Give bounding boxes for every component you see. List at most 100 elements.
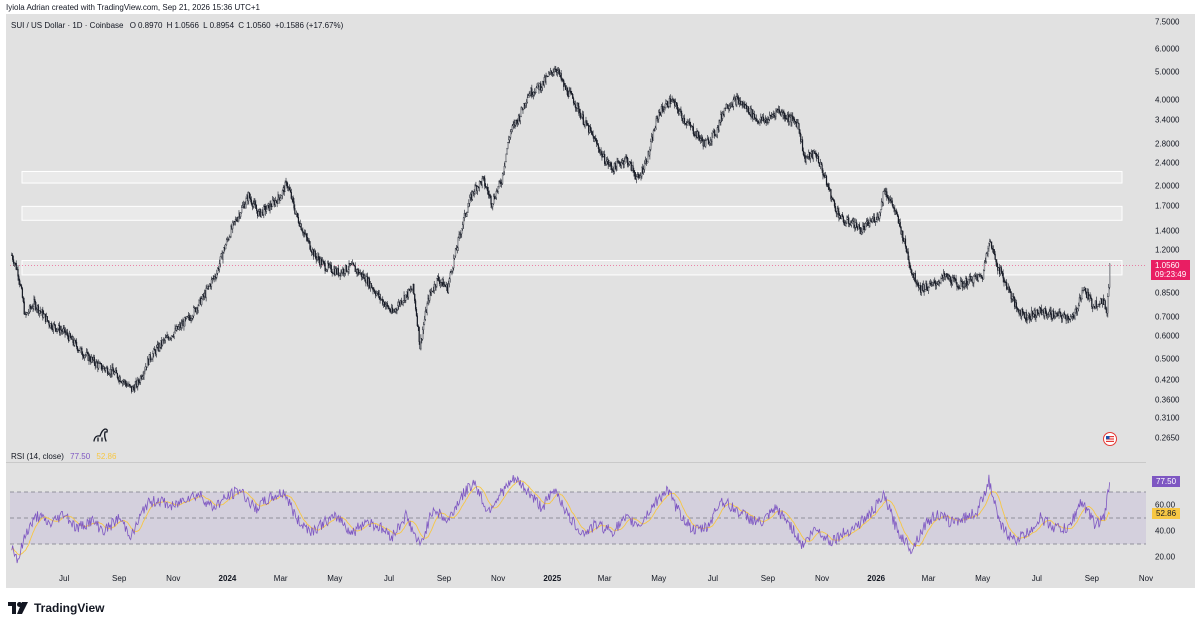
price-axis[interactable]: 7.5000 6.0000 5.0000 4.0000 3.4000 2.8000 2.40…: [1149, 14, 1195, 588]
candle-body: [1047, 314, 1049, 316]
candle-body: [137, 379, 139, 387]
candle-body: [442, 279, 444, 288]
candle-body: [452, 267, 454, 272]
candle-body: [1031, 310, 1033, 317]
price-chart[interactable]: [6, 14, 1146, 570]
time-tick-label: Sep: [1084, 574, 1099, 583]
candle-body: [958, 286, 960, 289]
candle-body: [272, 199, 275, 201]
rsi-title[interactable]: RSI (14, close): [11, 452, 64, 461]
candle-body: [853, 218, 855, 228]
candle-body: [139, 376, 142, 383]
candle-body: [561, 78, 563, 81]
price-tick-label: 3.4000: [1155, 115, 1180, 125]
candle-body: [372, 287, 374, 291]
candle-body: [791, 115, 793, 123]
candle-body: [894, 208, 896, 211]
candle-body: [736, 96, 738, 105]
candle-body: [828, 186, 830, 191]
candle-body: [792, 115, 794, 119]
pane-divider[interactable]: [6, 462, 1146, 463]
candle-body: [218, 263, 221, 270]
candle-body: [122, 380, 124, 384]
candle-body: [632, 165, 634, 171]
candle-body: [973, 276, 975, 284]
candle-body: [501, 183, 503, 185]
candle-body: [39, 310, 41, 312]
candle-body: [414, 300, 417, 310]
candle-body: [563, 80, 565, 87]
zone-box: [21, 260, 1123, 276]
candle-body: [429, 291, 431, 301]
candle-body: [956, 282, 958, 287]
candle-body: [397, 305, 399, 311]
candle-body: [584, 121, 586, 126]
candle-body: [798, 123, 800, 130]
candle-body: [131, 386, 134, 392]
candle-body: [1088, 295, 1090, 299]
candle-body: [272, 199, 274, 207]
last-price-label: 1.0560: [1155, 260, 1180, 270]
candle-body: [423, 319, 426, 325]
candles: [11, 65, 1111, 394]
candle-body: [152, 353, 154, 359]
candle-body: [982, 270, 985, 280]
candle-body: [602, 156, 604, 158]
candle-body: [812, 150, 814, 159]
candle-body: [375, 293, 378, 296]
tradingview-branding[interactable]: TradingView: [8, 600, 104, 616]
low-value: 0.8954: [209, 21, 235, 30]
candle-body: [732, 99, 734, 107]
candle-body: [500, 181, 502, 185]
candle-body: [868, 223, 870, 226]
candle-body: [1017, 308, 1019, 313]
price-tick-label: 0.3600: [1155, 395, 1180, 405]
rsi-value-badge: 77.50: [1152, 476, 1181, 488]
candle-body: [51, 323, 53, 329]
candle-body: [724, 107, 726, 109]
us-flag-icon[interactable]: [1103, 432, 1117, 451]
candle-body: [438, 276, 440, 281]
candle-body: [197, 305, 199, 311]
candle-body: [623, 161, 625, 165]
candle-body: [582, 114, 584, 125]
candle-body: [589, 126, 592, 131]
dino-icon[interactable]: [92, 427, 110, 448]
candle-body: [348, 263, 350, 271]
candle-body: [548, 73, 550, 77]
candle-body: [130, 385, 132, 387]
candle-body: [484, 178, 486, 187]
candle-body: [167, 335, 169, 338]
time-tick-label: May: [327, 574, 343, 583]
candle-body: [955, 278, 957, 283]
candle-body: [430, 290, 433, 294]
candle-body: [501, 173, 504, 184]
time-tick-label: Mar: [273, 574, 288, 583]
candle-body: [145, 366, 147, 371]
candle-body: [47, 320, 49, 322]
candle-body: [245, 198, 247, 205]
symbol-title[interactable]: SUI / US Dollar · 1D · Coinbase: [11, 21, 124, 30]
candle-body: [650, 141, 652, 150]
candle-body: [23, 301, 25, 315]
candle-body: [905, 246, 907, 253]
candle-body: [915, 281, 917, 284]
candle-body: [502, 171, 505, 174]
candle-body: [269, 203, 271, 211]
candle-body: [891, 200, 893, 205]
candle-body: [914, 272, 916, 283]
time-axis[interactable]: Jul Sep Nov 2024 Mar May Jul Sep Nov 2025 Mar May Ju…: [6, 570, 1153, 588]
candle-body: [887, 196, 889, 199]
candle-body: [981, 275, 983, 278]
change-value: +0.1586 (+17.67%): [274, 21, 344, 30]
price-tick-label: 0.8500: [1155, 288, 1180, 298]
candle-body: [60, 329, 63, 331]
candle-body: [256, 208, 258, 211]
candle-body: [571, 93, 573, 95]
chart-panel[interactable]: SUI / US Dollar · 1D · Coinbase O 0.8970 …: [6, 14, 1195, 588]
candle-body: [462, 224, 464, 230]
candle-body: [769, 115, 771, 120]
candle-body: [987, 248, 989, 254]
candle-body: [928, 283, 931, 288]
candle-body: [893, 207, 895, 209]
